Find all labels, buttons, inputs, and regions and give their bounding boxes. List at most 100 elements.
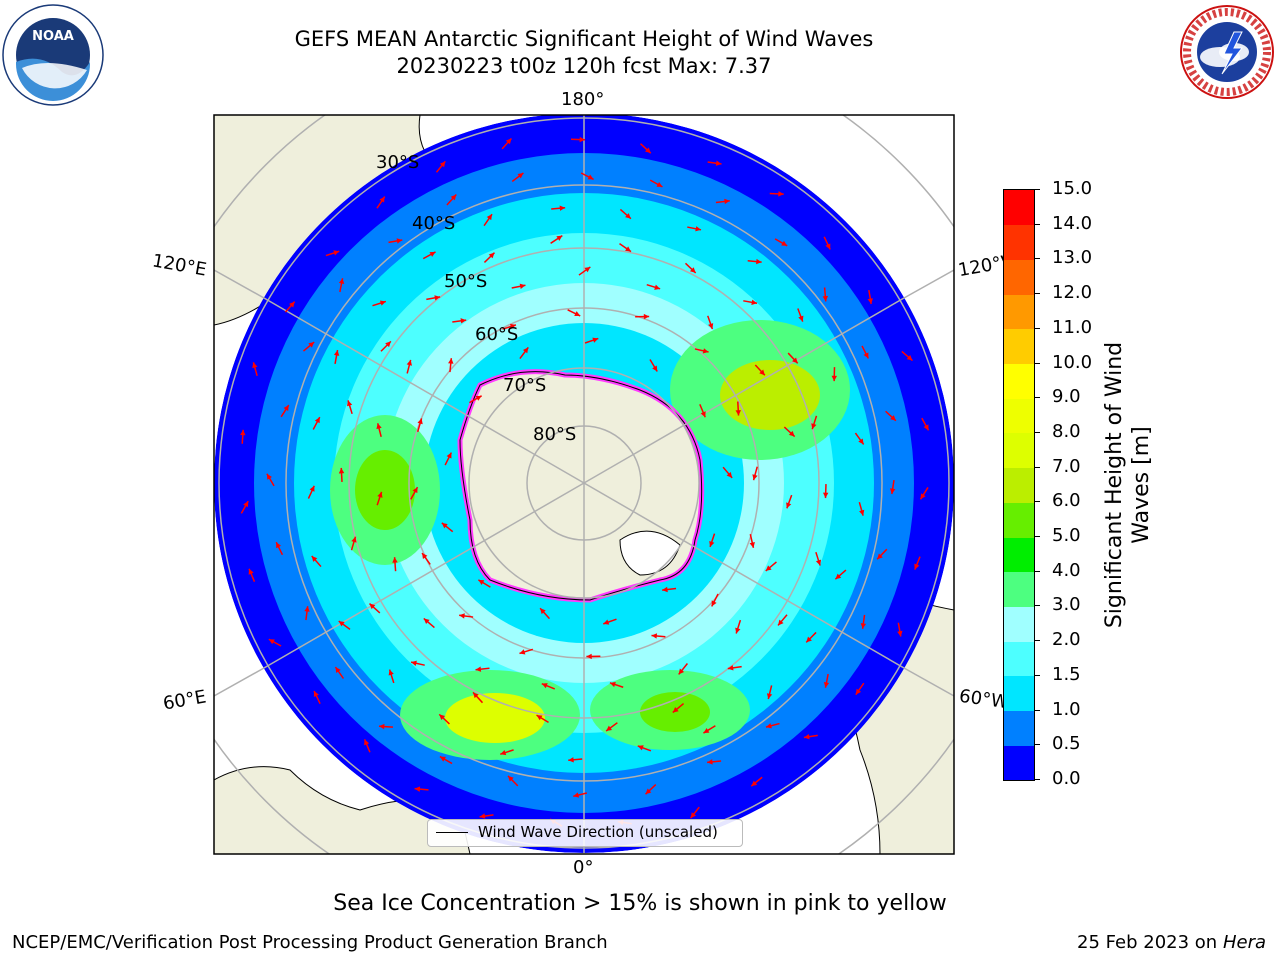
wave-arrowhead xyxy=(289,301,295,308)
wave-arrowhead xyxy=(448,358,454,364)
wave-arrowhead xyxy=(378,723,385,730)
wave-arrowhead xyxy=(439,714,446,721)
wave-arrowhead xyxy=(651,633,658,639)
wave-arrowhead xyxy=(724,198,730,205)
wave-arrowhead xyxy=(460,318,467,324)
wave-arrowhead xyxy=(505,138,512,145)
colorbar-segment xyxy=(1004,537,1034,573)
wave-arrowhead xyxy=(765,565,772,571)
wave-arrowhead xyxy=(488,252,495,259)
colorbar-tick-label: 13.0 xyxy=(1052,247,1093,269)
wave-arrowhead xyxy=(414,786,421,792)
wave-arrowhead xyxy=(897,630,903,637)
nws-logo xyxy=(1180,5,1274,99)
colorbar-tick-label: 0.5 xyxy=(1052,733,1081,755)
colorbar-tick-label: 10.0 xyxy=(1052,351,1093,373)
run-date: 25 Feb 2023 on Hera xyxy=(1077,932,1266,953)
wave-arrowhead xyxy=(252,362,258,369)
colorbar-tick xyxy=(1034,570,1040,572)
wave-arrowhead xyxy=(579,136,586,143)
wave-arrowhead xyxy=(473,692,479,699)
wave-arrowhead xyxy=(568,757,574,763)
wave-arrowhead xyxy=(690,812,697,819)
wave-arrowhead xyxy=(266,473,272,480)
host-name: Hera xyxy=(1222,932,1266,953)
colorbar-segment xyxy=(1004,571,1034,607)
wave-arrowhead xyxy=(475,395,482,401)
wave-arrowhead xyxy=(709,540,715,547)
colorbar-tick-label: 7.0 xyxy=(1052,455,1081,477)
wave-arrowhead xyxy=(652,365,658,372)
wave-arrowhead xyxy=(822,492,829,499)
wave-arrowhead xyxy=(811,423,817,430)
map-legend: Wind Wave Direction (unscaled) xyxy=(427,819,743,847)
wave-arrowhead xyxy=(726,472,733,478)
wave-arrowhead xyxy=(587,174,594,180)
wave-arrowhead xyxy=(751,780,758,787)
wave-arrowhead xyxy=(711,600,717,607)
colorbar-title: Significant Height of Wind Waves [m] xyxy=(1102,341,1154,629)
colorbar-tick xyxy=(1034,779,1040,780)
wave-arrowhead xyxy=(376,423,382,430)
colorbar-segment xyxy=(1004,190,1034,226)
wave-arrowhead xyxy=(625,246,631,252)
wave-arrowhead xyxy=(574,311,581,317)
wave-arrowhead xyxy=(507,775,514,782)
wave-arrowhead xyxy=(766,693,773,700)
wave-arrowhead xyxy=(417,418,423,425)
wave-arrowhead xyxy=(823,682,830,688)
colorbar-tick xyxy=(1034,327,1040,329)
wave-arrowhead xyxy=(735,627,741,634)
wave-arrowhead xyxy=(423,618,430,624)
wave-arrowhead xyxy=(333,250,340,256)
lat-label-50s: 50°S xyxy=(444,271,488,292)
colorbar-segment xyxy=(1004,467,1034,503)
wave-arrowhead xyxy=(703,727,710,734)
wave-arrowhead xyxy=(855,688,862,695)
wave-arrowhead xyxy=(584,266,591,273)
colorbar-tick-label: 2.0 xyxy=(1052,629,1081,651)
wave-arrowhead xyxy=(672,707,679,713)
lon-label-0: 0° xyxy=(573,857,594,878)
wave-arrowhead xyxy=(240,429,246,436)
wave-arrowhead xyxy=(778,619,784,626)
wave-arrowhead xyxy=(369,603,376,610)
wave-arrowhead xyxy=(346,400,353,407)
wave-arrowhead xyxy=(835,573,842,580)
colorbar-tick-label: 0.0 xyxy=(1052,768,1081,789)
wave-arrowhead xyxy=(654,284,661,290)
colorbar-tick-label: 12.0 xyxy=(1052,282,1093,304)
colorbar-segment xyxy=(1004,710,1034,746)
legend-label: Wind Wave Direction (unscaled) xyxy=(478,823,718,841)
colorbar-segment xyxy=(1004,363,1034,399)
wave-arrowhead xyxy=(749,541,755,548)
colorbar-segment xyxy=(1004,432,1034,469)
wave-arrowhead xyxy=(388,669,394,676)
colorbar xyxy=(1003,189,1035,781)
wave-arrowhead xyxy=(792,357,798,364)
colorbar-tick xyxy=(1034,223,1040,225)
colorbar-tick-label: 8.0 xyxy=(1052,420,1081,442)
colorbar-tick-label: 11.0 xyxy=(1052,316,1093,338)
wave-arrowhead xyxy=(412,487,418,494)
wave-arrowhead xyxy=(364,739,370,746)
wave-arrowhead xyxy=(573,792,580,798)
wave-arrowhead xyxy=(313,691,319,698)
wave-arrowhead xyxy=(606,725,613,731)
wave-arrowhead xyxy=(695,226,702,232)
wave-arrowhead xyxy=(556,235,563,241)
wave-direction-arrows xyxy=(240,136,930,827)
lat-label-80s: 80°S xyxy=(533,424,577,445)
colorbar-tick-label: 3.0 xyxy=(1052,594,1081,616)
wave-arrowhead xyxy=(351,536,357,543)
wave-arrowhead xyxy=(283,405,289,412)
wave-arrowhead xyxy=(500,749,507,756)
colorbar-tick-label: 14.0 xyxy=(1052,212,1093,234)
wave-arrowhead xyxy=(519,283,526,289)
colorbar-tick xyxy=(1034,605,1040,607)
colorbar-tick xyxy=(1034,362,1040,364)
colorbar-segment xyxy=(1004,328,1034,365)
wave-arrowhead xyxy=(786,502,792,509)
wave-arrowhead xyxy=(860,623,867,629)
wave-arrowhead xyxy=(689,267,696,273)
